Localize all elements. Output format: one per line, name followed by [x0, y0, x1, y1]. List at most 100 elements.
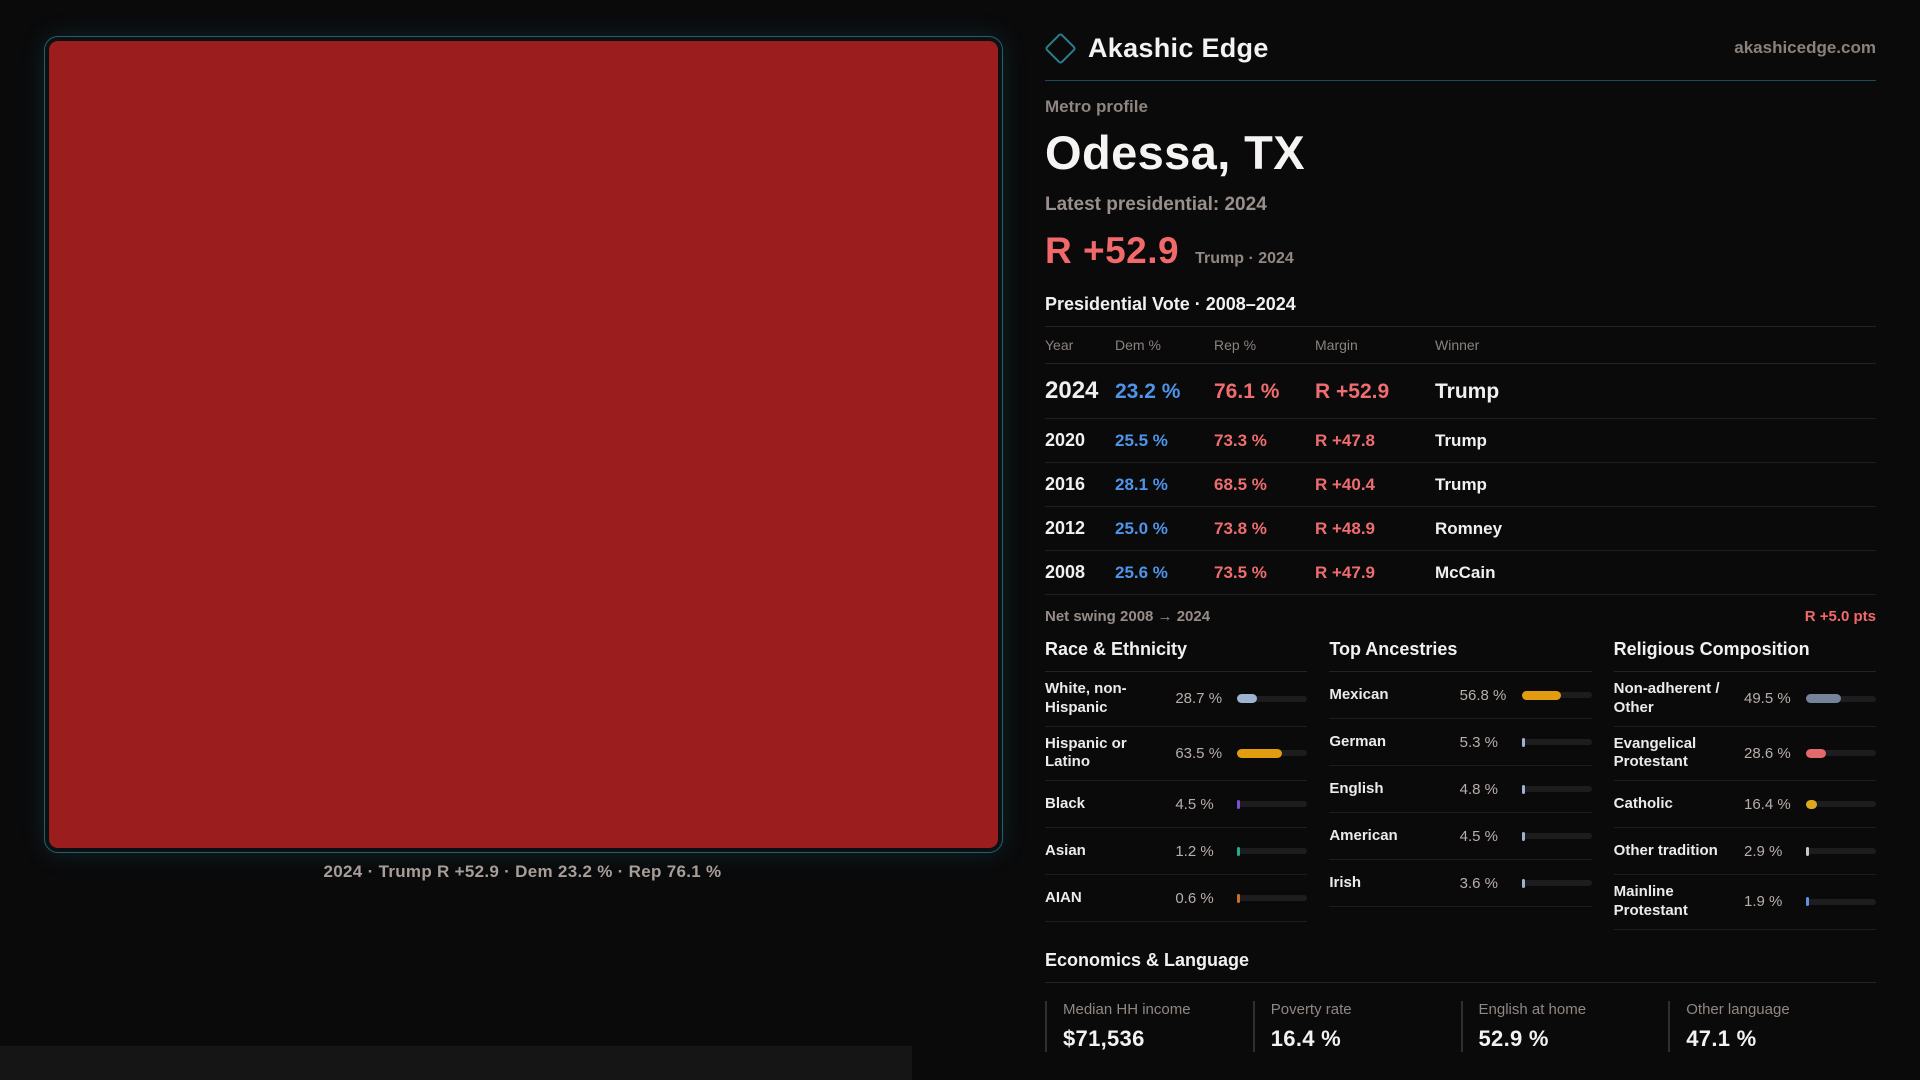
- vote-table-body: 2024 23.2 % 76.1 % R +52.9 Trump 2020 25.5 % 73…: [1045, 364, 1876, 595]
- mini-bar-track: [1806, 897, 1876, 907]
- mini-bar-fill: [1237, 748, 1282, 758]
- mini-bar-track: [1806, 748, 1876, 758]
- demographics-grid: Race & Ethnicity White, non-Hispanic 28.7 …: [1045, 639, 1876, 930]
- demographic-row: Mexican 56.8 %: [1329, 672, 1592, 719]
- cell-year: 2024: [1045, 377, 1099, 404]
- stat-label: Poverty rate: [1270, 1000, 1352, 1018]
- demographics-column: Top Ancestries Mexican 56.8 % German 5.3 % En…: [1329, 639, 1592, 930]
- demographic-value: 49.5 %: [1744, 690, 1791, 708]
- map-caption: 2024 · Trump R +52.9 · Dem 23.2 % · Rep …: [323, 862, 722, 881]
- metro-map: [49, 41, 998, 848]
- cell-winner: Trump: [1435, 431, 1487, 450]
- mini-bar-track: [1521, 784, 1592, 794]
- bottom-strip: [0, 1046, 912, 1080]
- demographic-row: White, non-Hispanic 28.7 %: [1045, 672, 1308, 727]
- map-panel: [44, 36, 1003, 853]
- demographic-value: 1.2 %: [1175, 842, 1214, 860]
- vote-table-row: 2016 28.1 % 68.5 % R +40.4 Trump: [1045, 463, 1876, 507]
- mini-bar-fill: [1237, 694, 1258, 704]
- mini-bar-track: [1237, 748, 1308, 758]
- cell-rep-share: 68.5 %: [1214, 475, 1267, 494]
- cell-year: 2012: [1045, 518, 1086, 538]
- demographic-row: Catholic 16.4 %: [1613, 781, 1876, 828]
- demographic-label: White, non-Hispanic: [1045, 680, 1127, 716]
- cell-margin: R +47.8: [1315, 431, 1376, 450]
- stat-block: Other language 47.1 %: [1668, 1000, 1876, 1052]
- stat-value: $71,536: [1063, 1025, 1145, 1051]
- demographic-label: Black: [1045, 794, 1086, 812]
- demographic-value: 28.7 %: [1175, 690, 1223, 708]
- demographic-row: Evangelical Protestant 28.6 %: [1613, 727, 1876, 781]
- demographic-row: AIAN 0.6 %: [1045, 875, 1308, 922]
- demographic-value: 4.5 %: [1459, 827, 1499, 845]
- col-header-rep: Rep %: [1214, 337, 1257, 353]
- demographic-label: Other tradition: [1613, 841, 1718, 859]
- net-swing-value: R +5.0 pts: [1804, 608, 1876, 625]
- demographic-value: 4.5 %: [1175, 795, 1214, 813]
- demographic-label: Catholic: [1613, 794, 1673, 812]
- demographic-value: 56.8 %: [1459, 686, 1507, 704]
- demographic-label: Non-adherent / Other: [1613, 680, 1720, 716]
- mini-bar-track: [1521, 831, 1592, 841]
- mini-bar-fill: [1237, 846, 1241, 856]
- demographic-label: German: [1329, 732, 1387, 750]
- mini-bar-track: [1237, 799, 1308, 809]
- demographics-heading: Top Ancestries: [1329, 639, 1592, 672]
- cell-year: 2008: [1045, 562, 1086, 582]
- stat-block: English at home 52.9 %: [1460, 1000, 1669, 1052]
- demographics-heading: Religious Composition: [1613, 639, 1876, 672]
- cell-winner: McCain: [1435, 563, 1496, 582]
- demographic-label: Asian: [1045, 841, 1086, 859]
- demographic-row: Black 4.5 %: [1045, 781, 1308, 828]
- mini-bar-fill: [1806, 694, 1841, 704]
- vote-table-row: 2020 25.5 % 73.3 % R +47.8 Trump: [1045, 419, 1876, 463]
- stat-label: English at home: [1478, 1000, 1587, 1018]
- col-header-year: Year: [1045, 337, 1074, 353]
- mini-bar-track: [1806, 799, 1876, 809]
- mini-bar-fill: [1806, 897, 1809, 907]
- headline-margin-value: R +52.9: [1045, 230, 1180, 271]
- cell-rep-share: 73.8 %: [1214, 519, 1267, 538]
- headline-margin-context: Trump · 2024: [1195, 250, 1294, 267]
- cell-winner: Trump: [1435, 475, 1487, 494]
- stat-value: 16.4 %: [1270, 1025, 1342, 1051]
- cell-winner: Trump: [1435, 380, 1500, 403]
- mini-bar-track: [1237, 846, 1308, 856]
- mini-bar-fill: [1237, 893, 1241, 903]
- economics-stats: Median HH income $71,536 Poverty rate 16.4 …: [1045, 1000, 1876, 1052]
- profile-kicker: Metro profile: [1045, 97, 1148, 116]
- cell-dem-share: 25.5 %: [1115, 431, 1168, 450]
- mini-bar-track: [1521, 878, 1592, 888]
- cell-winner: Romney: [1435, 519, 1503, 538]
- brand-row: Akashic Edge akashicedge.com: [1044, 26, 1876, 70]
- demographic-label: Mainline Protestant: [1613, 883, 1688, 919]
- economics-title: Economics & Language: [1045, 950, 1876, 983]
- cell-margin: R +52.9: [1315, 380, 1390, 403]
- demographic-label: AIAN: [1045, 888, 1082, 906]
- cell-dem-share: 25.6 %: [1115, 563, 1168, 582]
- vote-table-row: 2024 23.2 % 76.1 % R +52.9 Trump: [1045, 364, 1876, 419]
- latest-presidential-label: Latest presidential: 2024: [1045, 194, 1267, 215]
- vote-table-row: 2012 25.0 % 73.8 % R +48.9 Romney: [1045, 507, 1876, 551]
- demographic-value: 63.5 %: [1175, 744, 1223, 762]
- mini-bar-fill: [1521, 831, 1525, 841]
- cell-year: 2020: [1045, 430, 1086, 450]
- stat-block: Poverty rate 16.4 %: [1252, 1000, 1461, 1052]
- mini-bar-fill: [1806, 799, 1818, 809]
- demographic-label: Mexican: [1329, 685, 1389, 703]
- diamond-logo-icon: [1044, 31, 1077, 65]
- demographic-value: 28.6 %: [1744, 744, 1791, 762]
- cell-dem-share: 25.0 %: [1115, 519, 1168, 538]
- stat-block: Median HH income $71,536: [1045, 1000, 1253, 1052]
- demographics-heading: Race & Ethnicity: [1045, 639, 1308, 672]
- mini-bar-fill: [1521, 784, 1526, 794]
- demographic-row: Non-adherent / Other 49.5 %: [1613, 672, 1876, 727]
- col-header-margin: Margin: [1315, 337, 1358, 353]
- mini-bar-track: [1237, 694, 1308, 704]
- cell-year: 2016: [1045, 474, 1086, 494]
- cell-dem-share: 23.2 %: [1115, 380, 1181, 403]
- site-domain-link[interactable]: akashicedge.com: [1734, 38, 1876, 57]
- stat-value: 47.1 %: [1686, 1025, 1757, 1051]
- demographic-row: English 4.8 %: [1329, 766, 1592, 813]
